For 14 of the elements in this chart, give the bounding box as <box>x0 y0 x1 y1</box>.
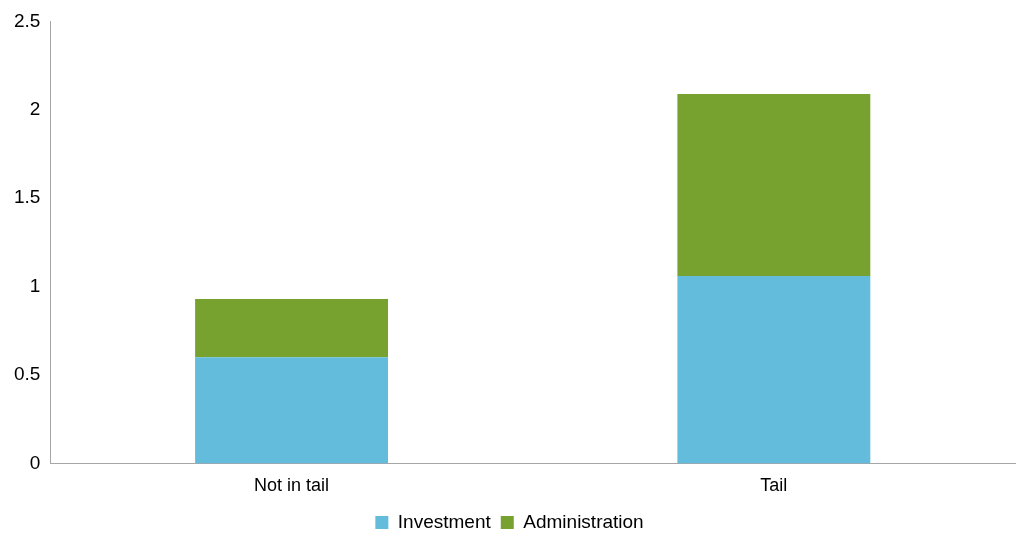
x-tick-label: Not in tail <box>254 475 330 496</box>
y-tick-label: 1.5 <box>13 186 41 208</box>
y-tick-label: 2.5 <box>13 9 41 31</box>
y-tick-label: 0 <box>29 451 41 473</box>
bar <box>195 298 389 358</box>
y-tick-label: 1 <box>29 274 41 296</box>
bar <box>677 93 871 276</box>
legend-label: Administration <box>523 510 644 532</box>
bar <box>677 275 871 464</box>
y-tick-label: 2 <box>29 98 41 120</box>
y-tick-label: 0.5 <box>13 363 41 385</box>
x-tick-label: Tail <box>760 475 788 496</box>
bar <box>195 357 389 464</box>
legend-label: Investment <box>397 510 492 532</box>
